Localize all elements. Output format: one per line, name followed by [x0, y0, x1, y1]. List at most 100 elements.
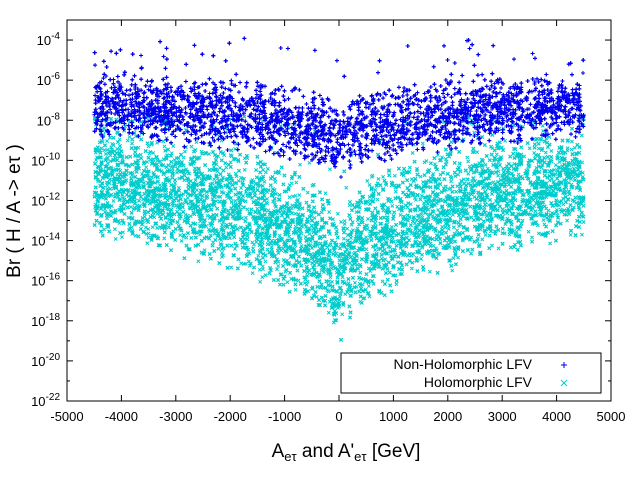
data-point [410, 151, 415, 155]
data-point [108, 159, 113, 164]
data-point [381, 208, 386, 213]
data-point [505, 216, 510, 221]
data-point [579, 232, 584, 237]
data-point [194, 140, 199, 145]
data-point [160, 223, 165, 228]
data-point [449, 179, 454, 184]
data-point [263, 259, 268, 264]
data-point [534, 165, 539, 170]
data-point [536, 231, 541, 236]
data-point [565, 139, 570, 143]
data-point [182, 178, 187, 183]
data-point [528, 180, 533, 185]
data-point [221, 253, 225, 258]
data-point [482, 205, 487, 210]
data-point [277, 233, 282, 238]
data-point [294, 180, 299, 185]
data-point [94, 158, 99, 162]
data-point [436, 208, 441, 212]
data-point [419, 193, 424, 198]
data-point [348, 199, 352, 204]
data-point [255, 206, 260, 211]
data-point [557, 203, 562, 208]
data-point [389, 224, 394, 229]
data-point [366, 284, 371, 289]
data-point [455, 228, 460, 233]
data-point [407, 165, 412, 170]
data-point [367, 194, 372, 199]
data-point [548, 241, 553, 246]
data-point [440, 155, 445, 160]
data-point [466, 159, 471, 164]
data-point [350, 220, 355, 225]
data-point [376, 176, 381, 181]
data-point [262, 179, 267, 184]
data-point [540, 123, 545, 128]
data-point [569, 147, 574, 152]
data-point [193, 178, 198, 183]
data-point [503, 222, 508, 227]
data-point [119, 235, 124, 240]
data-point [494, 152, 499, 157]
data-point [286, 238, 291, 243]
data-point [201, 174, 206, 179]
data-point [418, 174, 423, 179]
data-point [202, 248, 207, 253]
data-point [151, 170, 156, 175]
data-point [381, 174, 386, 179]
data-point [450, 268, 455, 273]
data-point [360, 282, 365, 287]
data-point [483, 233, 488, 237]
data-point [541, 129, 546, 133]
data-point [458, 207, 463, 212]
data-point [120, 230, 125, 235]
data-point [386, 169, 391, 174]
data-point [355, 218, 360, 223]
data-point [503, 138, 508, 143]
data-point [496, 173, 501, 178]
data-point [451, 256, 456, 261]
data-point [293, 287, 298, 292]
data-point [243, 215, 248, 220]
data-point [373, 247, 378, 252]
data-point [398, 212, 403, 217]
data-point [131, 207, 136, 212]
data-point [184, 167, 189, 172]
data-point [539, 165, 544, 170]
data-point [285, 202, 290, 207]
data-point [144, 173, 149, 178]
data-point [443, 157, 448, 161]
data-point [304, 282, 309, 287]
data-point [341, 236, 346, 241]
data-point [265, 196, 270, 201]
series-holomorphic-points [92, 114, 586, 342]
data-point [220, 232, 225, 236]
data-point [105, 147, 110, 152]
data-point [207, 152, 211, 156]
data-point [340, 275, 345, 280]
data-point [164, 220, 169, 225]
data-point [580, 160, 585, 165]
data-point [112, 227, 117, 232]
data-point [364, 235, 369, 240]
data-point [543, 150, 548, 155]
data-point [260, 118, 265, 123]
data-point [478, 216, 483, 221]
data-point [572, 145, 577, 150]
data-point [371, 281, 376, 286]
data-point [342, 219, 347, 223]
data-point [444, 159, 449, 164]
data-point [453, 174, 458, 179]
data-point [245, 207, 250, 212]
data-point [182, 149, 187, 154]
data-point [382, 247, 387, 252]
data-point [250, 271, 255, 276]
data-point [331, 320, 336, 325]
data-point [423, 195, 428, 200]
data-point [293, 211, 298, 216]
data-point [289, 181, 294, 186]
data-point [298, 162, 303, 167]
data-point [325, 245, 330, 250]
data-point [330, 279, 334, 284]
data-point [379, 221, 384, 226]
